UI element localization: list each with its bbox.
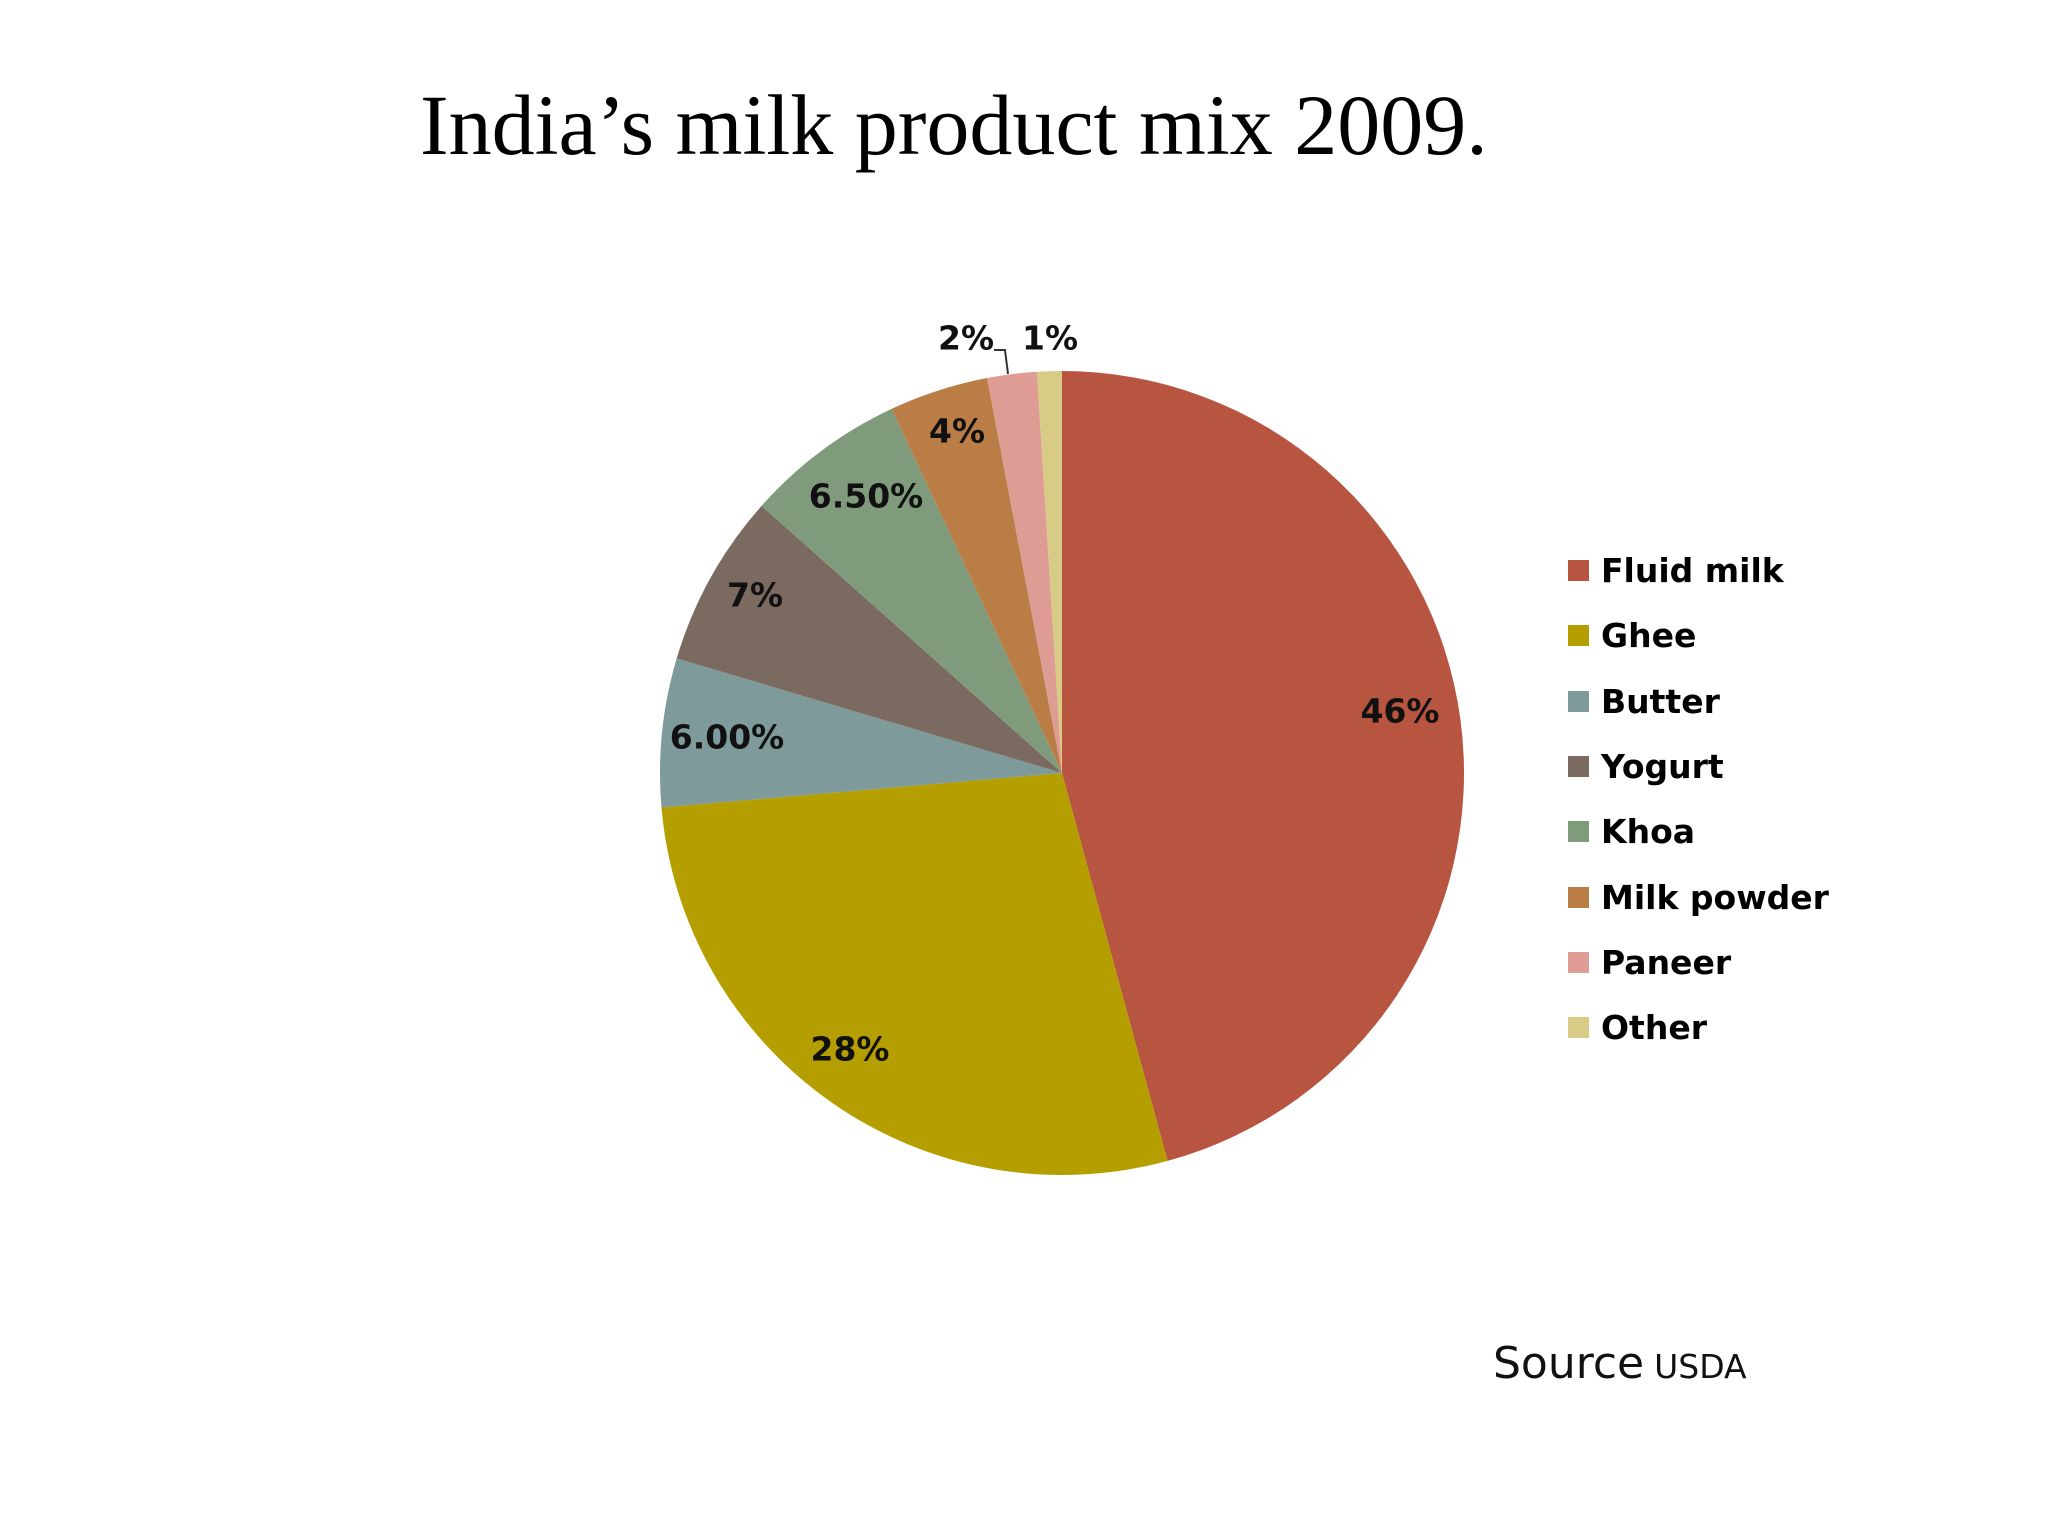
legend-swatch <box>1568 1017 1589 1039</box>
legend-item-yogurt: Yogurt <box>1568 734 1829 799</box>
legend-item-other: Other <box>1568 995 1829 1060</box>
data-label-yogurt: 7% <box>727 576 783 615</box>
chart-title: India’s milk product mix 2009. <box>420 77 1488 173</box>
source-organization: USDA <box>1654 1347 1747 1386</box>
legend-item-butter: Butter <box>1568 669 1829 734</box>
pie-slice-yogurt <box>676 505 1062 773</box>
pie-slice-paneer <box>987 371 1062 773</box>
legend-label: Other <box>1601 1008 1707 1048</box>
legend-label: Yogurt <box>1601 747 1724 787</box>
legend-swatch <box>1568 560 1589 582</box>
leader-line-paneer <box>994 349 1009 375</box>
legend-swatch <box>1568 690 1589 712</box>
legend-label: Fluid milk <box>1601 551 1784 591</box>
data-label-butter: 6.00% <box>670 718 785 757</box>
pie-slice-khoa <box>761 408 1062 773</box>
legend-swatch <box>1568 756 1589 778</box>
legend-swatch <box>1568 625 1589 647</box>
legend-label: Khoa <box>1601 812 1696 852</box>
pie-slices <box>659 371 1465 1176</box>
pie-slice-butter <box>659 658 1062 808</box>
pie-slice-fluid-milk <box>1062 371 1465 1161</box>
legend-item-milk-powder: Milk powder <box>1568 864 1829 929</box>
legend-swatch <box>1568 951 1589 973</box>
source-label: Source <box>1493 1338 1645 1389</box>
data-label-khoa: 6.50% <box>809 477 924 516</box>
data-labels: 46% 28% 6.00% 7% 6.50%4% 2% 1% <box>670 319 1440 1069</box>
legend-item-fluid-milk: Fluid milk <box>1568 538 1829 603</box>
pie-slice-milk-powder <box>891 378 1062 773</box>
legend-item-paneer: Paneer <box>1568 930 1829 995</box>
source-note: Source USDA <box>1493 1338 1747 1389</box>
legend-swatch <box>1568 821 1589 843</box>
data-label-paneer: 2% <box>938 319 994 358</box>
legend-label: Paneer <box>1601 942 1732 982</box>
pie-slice-other <box>1036 371 1062 773</box>
data-label-fluid-milk: 46% <box>1361 692 1440 731</box>
legend-swatch <box>1568 886 1589 908</box>
leader-lines <box>994 349 1009 375</box>
legend-item-khoa: Khoa <box>1568 799 1829 864</box>
pie-slice-ghee <box>661 773 1168 1176</box>
legend-item-ghee: Ghee <box>1568 603 1829 668</box>
data-label-ghee: 28% <box>811 1030 890 1069</box>
data-label-other: 1% <box>1022 319 1078 358</box>
legend-label: Milk powder <box>1601 877 1829 917</box>
legend: Fluid milk Ghee Butter Yogurt Khoa Milk powde… <box>1568 538 1829 1060</box>
data-label-milk-powder: 4% <box>929 412 985 451</box>
legend-label: Butter <box>1601 681 1720 721</box>
legend-label: Ghee <box>1601 616 1697 656</box>
